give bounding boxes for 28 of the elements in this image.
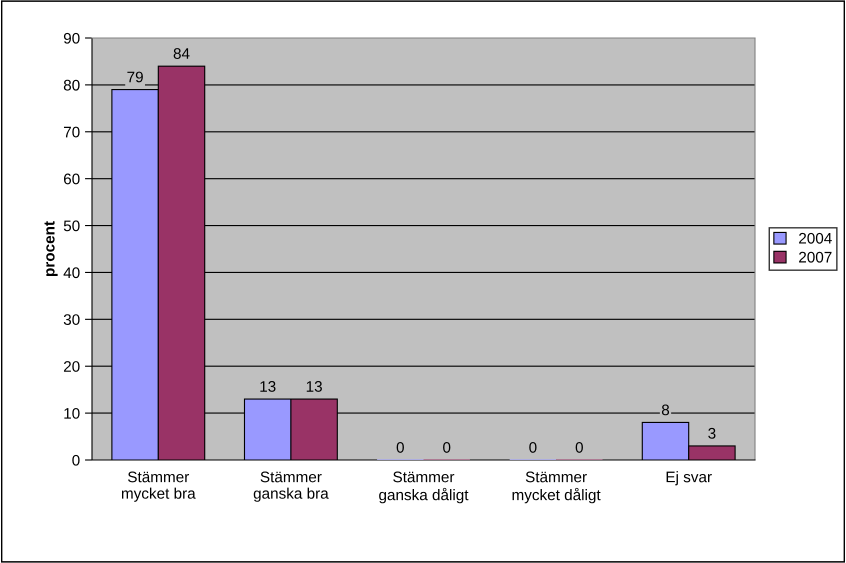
y-tick-label: 70: [64, 126, 80, 138]
y-tick-label: 80: [64, 80, 80, 91]
data-label: 0: [396, 442, 404, 453]
x-tick-label: Stämmer mycket bra: [122, 472, 196, 502]
data-label: 0: [576, 442, 583, 453]
y-tick-label: 90: [64, 32, 80, 44]
data-label: 13: [260, 381, 276, 392]
x-tick-label: Stämmer ganska bra: [254, 472, 329, 502]
y-tick-label: 10: [64, 408, 80, 419]
y-tick-label: 50: [64, 220, 80, 232]
data-label: 13: [306, 381, 322, 392]
data-label: 84: [174, 48, 190, 59]
data-label: 3: [708, 428, 716, 439]
y-axis-title: procent: [44, 221, 58, 276]
data-label: 8: [662, 404, 670, 416]
data-label: 0: [529, 442, 537, 453]
y-tick-label: 40: [64, 267, 80, 278]
y-tick-label: 30: [64, 314, 80, 326]
y-tick-label: 0: [72, 454, 80, 466]
legend-label: 2004: [799, 232, 832, 244]
x-tick-label: Stämmer mycket dåligt: [512, 472, 601, 504]
y-tick-label: 20: [64, 361, 80, 372]
data-label: 79: [127, 72, 143, 82]
y-tick-label: 60: [64, 174, 80, 184]
legend-label: 2007: [799, 252, 832, 263]
x-tick-label: Ej svar: [666, 471, 712, 486]
data-label: 0: [443, 442, 450, 453]
x-tick-label: Stämmer ganska dåligt: [379, 472, 468, 504]
